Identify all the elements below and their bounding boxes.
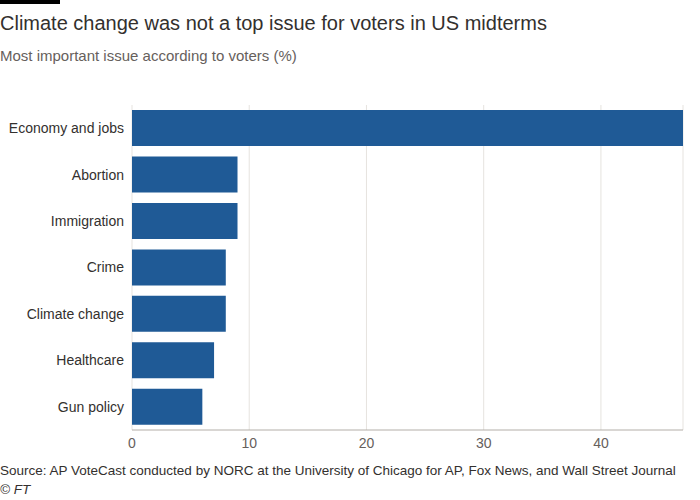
html-text:Source: AP VoteCast conducted: Source: AP VoteCast conducted by NORC at… xyxy=(0,463,676,478)
svg-text:Economy and jobs: Economy and jobs xyxy=(9,120,124,136)
html-text:© FT: © FT xyxy=(0,482,31,497)
svg-text:Immigration: Immigration xyxy=(51,213,124,229)
html-text:Most important issue according: Most important issue according to voters… xyxy=(0,47,297,64)
svg-text:0: 0 xyxy=(128,435,136,451)
svg-text:30: 30 xyxy=(476,435,492,451)
svg-text:Climate change: Climate change xyxy=(27,306,124,322)
svg-text:Abortion: Abortion xyxy=(72,167,124,183)
svg-text:40: 40 xyxy=(593,435,609,451)
svg-text:20: 20 xyxy=(359,435,375,451)
svg-text:10: 10 xyxy=(241,435,257,451)
svg-text:Gun policy: Gun policy xyxy=(58,399,124,415)
svg-text:Healthcare: Healthcare xyxy=(56,352,124,368)
svg-text:Crime: Crime xyxy=(87,259,125,275)
html-text:Climate change was not a top i: Climate change was not a top issue for v… xyxy=(0,12,547,34)
